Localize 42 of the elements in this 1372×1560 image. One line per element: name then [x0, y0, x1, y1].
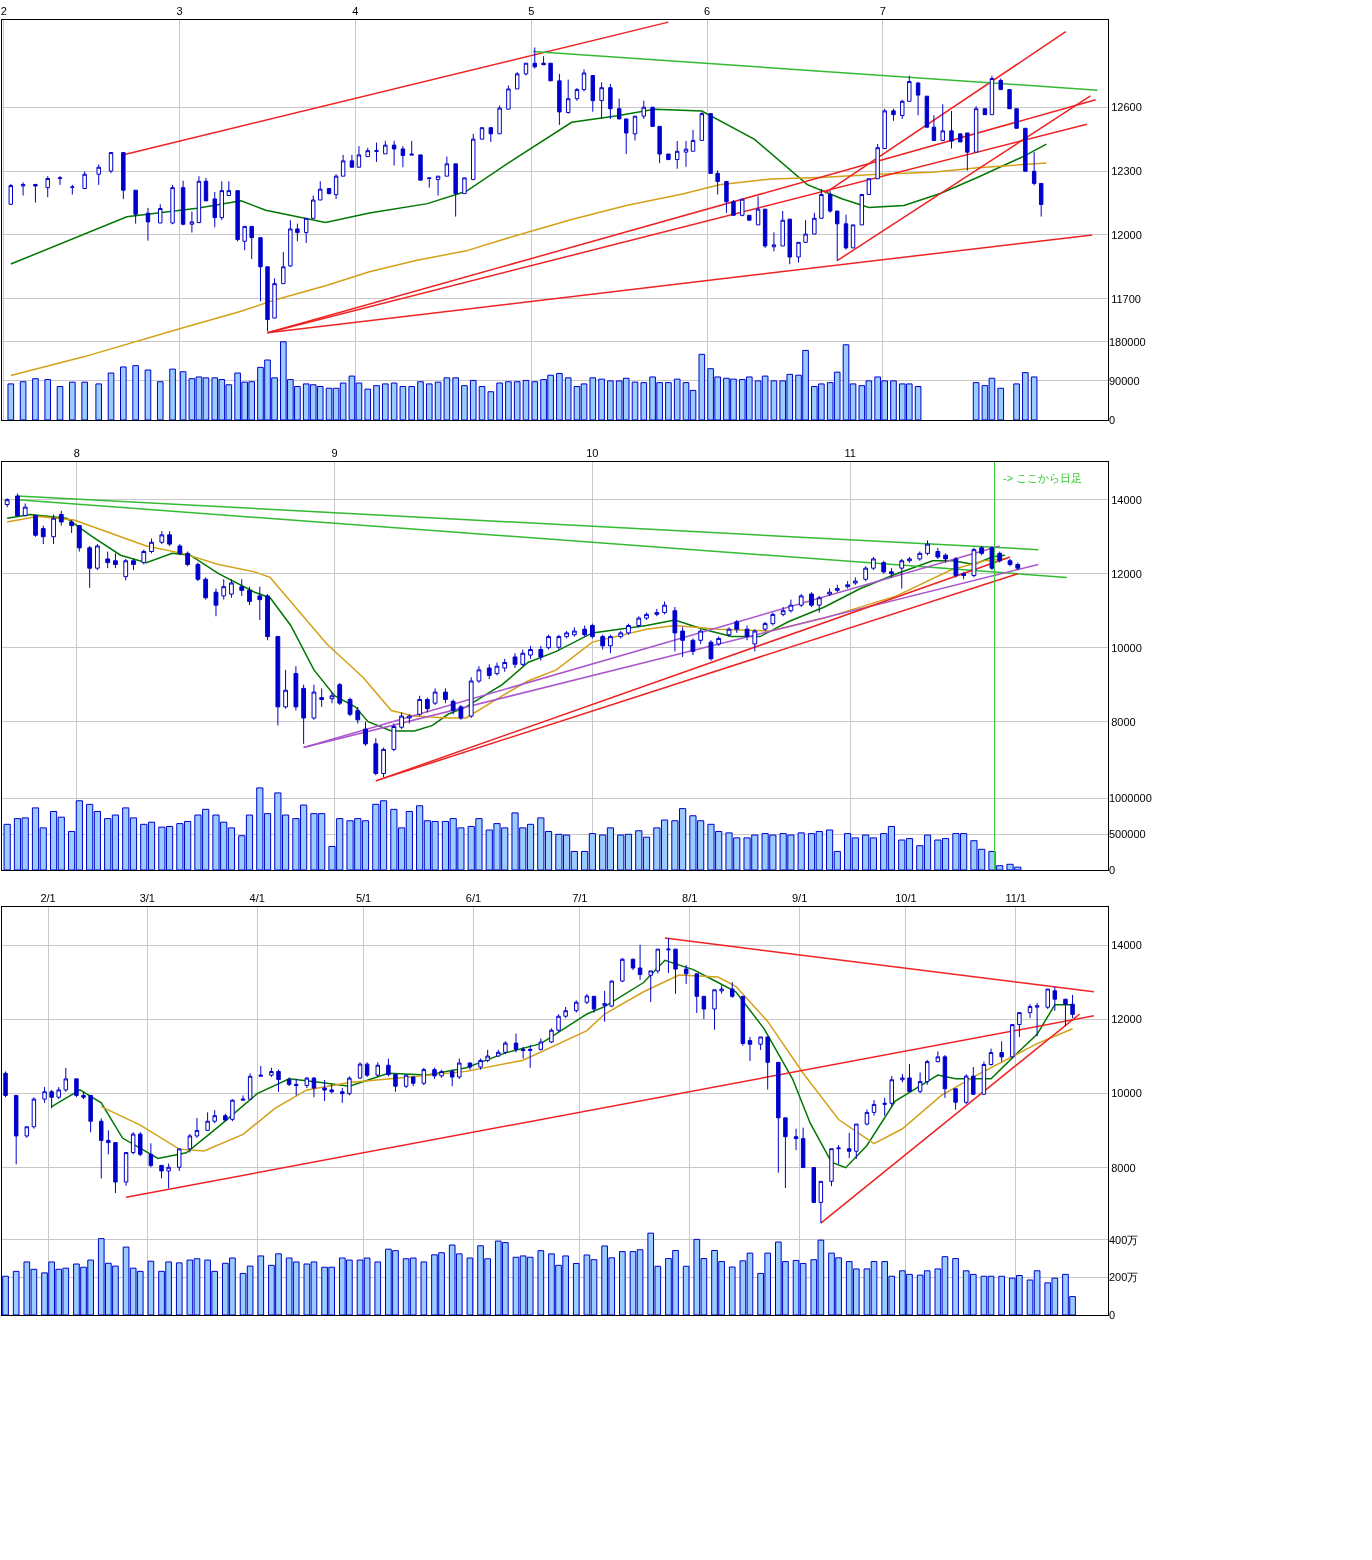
x-tick-label: 7	[879, 4, 886, 17]
y-tick-label: 12000	[1111, 228, 1142, 241]
x-tick-label: 11/1	[1005, 891, 1027, 904]
x-tick-label: 6/1	[465, 891, 482, 904]
x-tick-label: 2/1	[40, 891, 56, 904]
y2-tick-label: 400万	[1109, 1233, 1139, 1246]
y-tick-label: 12600	[1111, 101, 1142, 114]
x-tick-label: 9/1	[791, 891, 808, 904]
y2-tick-label: 0	[1109, 1308, 1116, 1321]
y-tick-label: 11700	[1111, 292, 1141, 305]
x-tick-label: 10	[586, 446, 599, 459]
y-tick-label: 12300	[1111, 164, 1142, 177]
y-tick-label: 12000	[1111, 1013, 1142, 1026]
y-tick-label: 12000	[1111, 567, 1142, 580]
y2-tick-label: 1000000	[1109, 792, 1152, 805]
y-tick-label: 10000	[1111, 641, 1142, 654]
x-tick-label: 6	[704, 4, 711, 17]
y-tick-label: 8000	[1111, 1161, 1136, 1174]
y2-tick-label: 180000	[1109, 335, 1146, 348]
x-tick-label: 3	[176, 4, 183, 17]
x-tick-label: 3/1	[139, 891, 155, 904]
x-tick-label: 4	[352, 4, 359, 17]
x-tick-label: 8	[73, 446, 80, 459]
x-tick-label: 7/1	[572, 891, 588, 904]
x-tick-label: 5/1	[355, 891, 372, 904]
x-tick-label: 4/1	[249, 891, 265, 904]
x-tick-label: 10/1	[895, 891, 917, 904]
y2-tick-label: 0	[1109, 863, 1116, 876]
x-tick-label: 8/1	[682, 891, 698, 904]
y2-tick-label: 90000	[1109, 374, 1140, 387]
y-tick-label: 14000	[1111, 939, 1142, 952]
y2-tick-label: 200万	[1109, 1271, 1139, 1284]
y-tick-label: 10000	[1111, 1087, 1142, 1100]
ref-line-label: -> ここから日足	[1003, 472, 1083, 484]
x-tick-label: 11	[844, 446, 856, 459]
x-tick-label: 2	[0, 4, 7, 17]
x-tick-label: 9	[331, 446, 338, 459]
y2-tick-label: 500000	[1109, 828, 1146, 841]
y-tick-label: 14000	[1111, 493, 1142, 506]
x-tick-label: 5	[528, 4, 535, 17]
y-tick-label: 8000	[1111, 715, 1136, 728]
y2-tick-label: 0	[1109, 413, 1116, 426]
